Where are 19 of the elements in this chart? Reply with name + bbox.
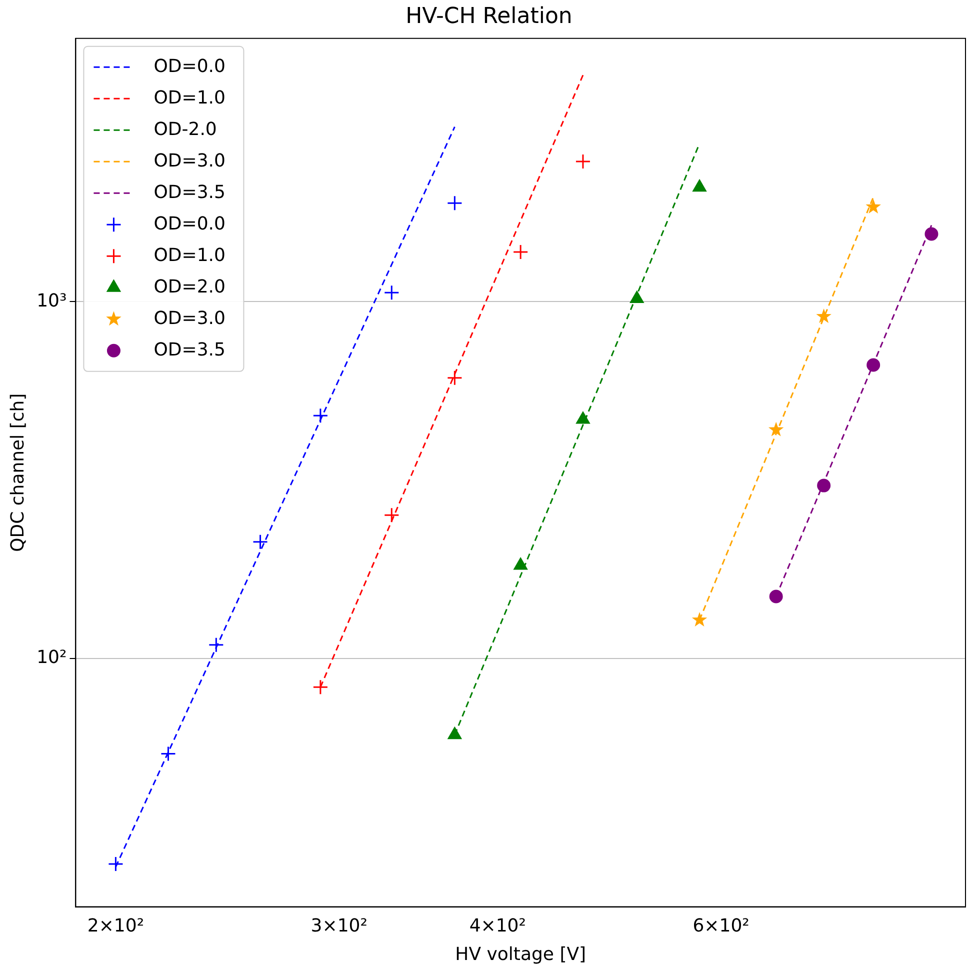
legend-label: OD=0.0 [154, 213, 226, 234]
legend-label: OD=0.0 [154, 56, 226, 77]
x-tick-label: 4×10² [469, 915, 526, 936]
x-axis-title: HV voltage [V] [455, 944, 586, 965]
legend-label: OD=3.5 [154, 182, 226, 203]
x-tick-label: 3×10² [310, 915, 368, 936]
legend-label: OD=3.0 [154, 150, 226, 172]
legend-label: OD=1.0 [154, 87, 226, 108]
y-tick-label: 10² [36, 646, 67, 668]
x-tick-label: 6×10² [692, 915, 750, 936]
legend-label: OD=3.0 [154, 308, 226, 329]
legend-label: OD=1.0 [154, 244, 226, 266]
legend-label: OD=3.5 [154, 339, 226, 360]
y-axis-title: QDC channel [ch] [7, 393, 28, 552]
chart-title: HV-CH Relation [406, 4, 572, 29]
y-tick-label: 10³ [36, 290, 67, 312]
legend-label: OD-2.0 [154, 118, 217, 140]
legend-label: OD=2.0 [154, 276, 226, 298]
x-tick-label: 2×10² [87, 915, 144, 936]
